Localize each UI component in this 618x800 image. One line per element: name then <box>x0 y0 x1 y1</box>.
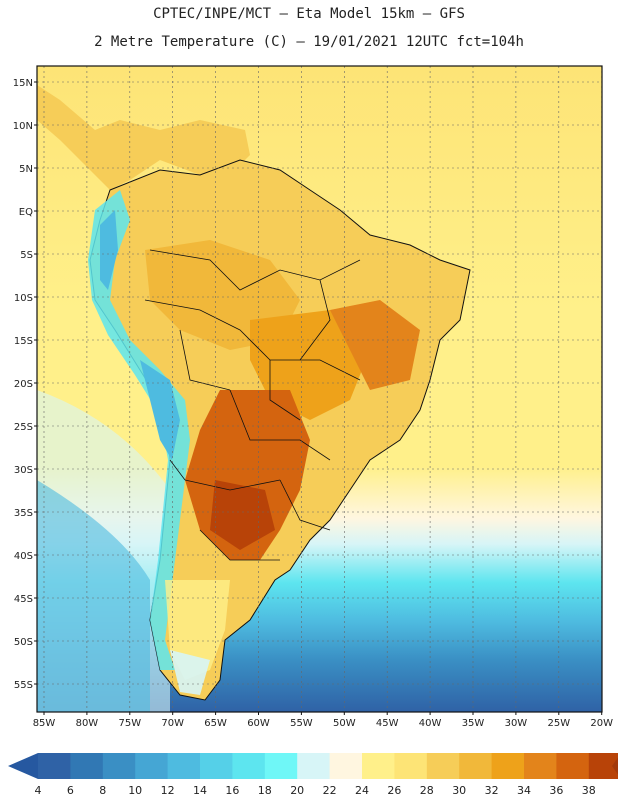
colorbar-label: 38 <box>582 784 596 797</box>
colorbar-cell <box>426 753 460 779</box>
lat-label: 40S <box>14 551 33 562</box>
colorbar-cell <box>556 753 590 779</box>
colorbar-cell <box>70 753 104 779</box>
colorbar-label: 10 <box>128 784 142 797</box>
lat-label: 15S <box>14 336 33 347</box>
colorbar-cell <box>102 753 136 779</box>
lon-label: 55W <box>290 718 313 729</box>
colorbar-label: 30 <box>452 784 466 797</box>
lat-label: 25S <box>14 422 33 433</box>
colorbar-label: 4 <box>35 784 42 797</box>
colorbar-cell <box>38 753 71 779</box>
colorbar-cell <box>297 753 331 779</box>
lon-label: 80W <box>76 718 99 729</box>
colorbar-label: 24 <box>355 784 369 797</box>
lon-label: 85W <box>33 718 56 729</box>
lat-label: 50S <box>14 637 33 648</box>
colorbar-right-arrow <box>612 757 618 775</box>
colorbar: 4 6 8 10 12 14 16 18 20 22 24 26 28 30 32 34 36 38 <box>8 753 618 797</box>
colorbar-cell <box>135 753 169 779</box>
colorbar-cell <box>264 753 298 779</box>
colorbar-label: 8 <box>99 784 106 797</box>
colorbar-cell <box>167 753 201 779</box>
lon-label: 25W <box>547 718 570 729</box>
lon-label: 70W <box>161 718 184 729</box>
colorbar-cell <box>524 753 557 779</box>
lon-label: 45W <box>376 718 399 729</box>
colorbar-label: 20 <box>290 784 304 797</box>
lat-label: 10S <box>14 293 33 304</box>
lat-label: 15N <box>13 78 33 89</box>
colorbar-cell <box>491 753 525 779</box>
colorbar-label: 6 <box>67 784 74 797</box>
colorbar-label: 22 <box>323 784 337 797</box>
lon-label: 50W <box>333 718 356 729</box>
andes-cold-band <box>88 190 190 670</box>
colorbar-left-arrow <box>8 753 38 779</box>
colorbar-label: 16 <box>225 784 239 797</box>
colorbar-cell <box>394 753 428 779</box>
colorbar-label: 34 <box>517 784 531 797</box>
colorbar-cell <box>232 753 266 779</box>
lat-label: EQ <box>19 207 33 218</box>
latitude-labels: 15N 10N 5N EQ 5S 10S 15S 20S 25S 30S 35S 40S 45S 50S 5… <box>13 78 37 691</box>
lat-label: 10N <box>13 121 33 132</box>
lat-label: 45S <box>14 594 33 605</box>
lon-label: 20W <box>590 718 613 729</box>
colorbar-label: 12 <box>161 784 175 797</box>
lon-label: 40W <box>419 718 442 729</box>
colorbar-label: 18 <box>258 784 272 797</box>
lat-label: 20S <box>14 379 33 390</box>
lon-label: 30W <box>505 718 528 729</box>
colorbar-cell <box>362 753 395 779</box>
lat-lon-grid <box>37 66 602 712</box>
lon-label: 60W <box>247 718 270 729</box>
colorbar-cell <box>200 753 233 779</box>
title-line-2: 2 Metre Temperature (C) – 19/01/2021 12U… <box>94 34 524 50</box>
colorbar-label: 14 <box>193 784 207 797</box>
colorbar-cell <box>459 753 493 779</box>
title-line-1: CPTEC/INPE/MCT – Eta Model 15km – GFS <box>153 6 465 22</box>
temperature-map: 15N 10N 5N EQ 5S 10S 15S 20S 25S 30S 35S 40S 45S 50S 5… <box>13 65 613 729</box>
colorbar-label: 36 <box>549 784 563 797</box>
map-field <box>37 66 602 712</box>
lon-label: 75W <box>118 718 141 729</box>
lon-label: 35W <box>462 718 485 729</box>
lat-label: 5S <box>20 250 33 261</box>
colorbar-label: 28 <box>420 784 434 797</box>
caribbean-land <box>37 85 250 190</box>
lat-label: 5N <box>19 164 33 175</box>
longitude-labels: 85W 80W 75W 70W 65W 60W 55W 50W 45W 40W 35W 30W 25W 2… <box>33 712 613 729</box>
lat-label: 30S <box>14 465 33 476</box>
colorbar-label: 32 <box>485 784 499 797</box>
country-borders <box>144 249 361 561</box>
lat-label: 35S <box>14 508 33 519</box>
lon-label: 65W <box>204 718 227 729</box>
lat-label: 55S <box>14 680 33 691</box>
map-frame <box>36 65 603 713</box>
colorbar-cell <box>329 753 363 779</box>
colorbar-label: 26 <box>387 784 401 797</box>
